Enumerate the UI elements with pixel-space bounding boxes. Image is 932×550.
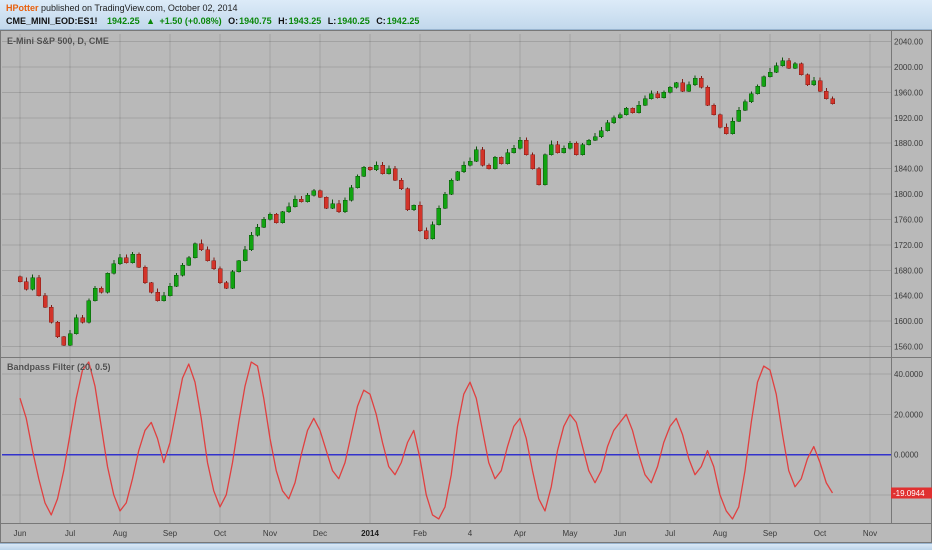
author-link[interactable]: HPotter [6, 3, 39, 13]
close-value: 1942.25 [386, 16, 420, 26]
svg-text:Jul: Jul [65, 529, 75, 538]
axis-labels: 2040.00 2000.00 1960.00 1920.00 1880.00 1840.… [14, 38, 924, 538]
bandpass-filter-line [19, 361, 834, 520]
svg-text:20.0000: 20.0000 [894, 410, 923, 419]
symbol-name: CME_MINI_EOD:ES1! [6, 16, 98, 26]
open-value: 1940.75 [239, 16, 272, 26]
up-arrow-icon: ▲ [146, 16, 156, 26]
svg-text:-19.0944: -19.0944 [893, 489, 925, 498]
svg-text:2040.00: 2040.00 [894, 38, 923, 47]
svg-text:1560.00: 1560.00 [894, 342, 923, 351]
svg-text:Aug: Aug [713, 529, 727, 538]
svg-text:Feb: Feb [413, 529, 427, 538]
svg-text:1960.00: 1960.00 [894, 88, 923, 97]
publish-header: HPotter published on TradingView.com, Oc… [0, 0, 932, 30]
last-price: 1942.25 [107, 16, 140, 26]
svg-text:1600.00: 1600.00 [894, 317, 923, 326]
svg-text:40.0000: 40.0000 [894, 370, 923, 379]
svg-text:1800.00: 1800.00 [894, 190, 923, 199]
price-change: +1.50 (+0.08%) [159, 16, 222, 26]
close-label: C: [376, 16, 386, 26]
svg-text:Oct: Oct [814, 529, 827, 538]
publish-byline: HPotter published on TradingView.com, Oc… [6, 2, 932, 15]
indicator-pane-title: Bandpass Filter (20, 0.5) [7, 362, 111, 372]
published-text: published on TradingView.com, October 02… [38, 3, 238, 13]
svg-text:Nov: Nov [863, 529, 877, 538]
svg-text:1840.00: 1840.00 [894, 165, 923, 174]
svg-text:0.0000: 0.0000 [894, 451, 919, 460]
chart-background[interactable] [0, 30, 932, 543]
svg-text:Sep: Sep [763, 529, 778, 538]
svg-text:Sep: Sep [163, 529, 178, 538]
svg-text:1680.00: 1680.00 [894, 266, 923, 275]
chart-canvas[interactable]: 2040.00 2000.00 1960.00 1920.00 1880.00 1840.… [0, 30, 932, 543]
svg-text:May: May [562, 529, 577, 538]
svg-text:2000.00: 2000.00 [894, 63, 923, 72]
svg-text:1880.00: 1880.00 [894, 139, 923, 148]
high-value: 1943.25 [288, 16, 322, 26]
low-value: 1940.25 [337, 16, 370, 26]
svg-text:4: 4 [468, 529, 473, 538]
candlestick-series [17, 57, 835, 347]
svg-text:Nov: Nov [263, 529, 277, 538]
svg-text:Apr: Apr [514, 529, 527, 538]
svg-text:Aug: Aug [113, 529, 127, 538]
high-label: H: [278, 16, 288, 26]
svg-text:2014: 2014 [361, 529, 379, 538]
svg-text:1640.00: 1640.00 [894, 292, 923, 301]
price-pane-title: E-Mini S&P 500, D, CME [7, 36, 109, 46]
svg-text:Jul: Jul [665, 529, 675, 538]
symbol-quote-row: CME_MINI_EOD:ES1! 1942.25 ▲ +1.50 (+0.08… [6, 15, 932, 28]
svg-text:Oct: Oct [214, 529, 227, 538]
svg-text:Jun: Jun [14, 529, 27, 538]
bottom-strip [0, 543, 932, 550]
low-label: L: [327, 16, 337, 26]
open-label: O: [228, 16, 239, 26]
svg-text:1760.00: 1760.00 [894, 215, 923, 224]
svg-text:Jun: Jun [614, 529, 627, 538]
svg-text:1920.00: 1920.00 [894, 114, 923, 123]
indicator-value-tag: -19.0944 [891, 487, 932, 499]
svg-text:Dec: Dec [313, 529, 327, 538]
svg-text:1720.00: 1720.00 [894, 241, 923, 250]
